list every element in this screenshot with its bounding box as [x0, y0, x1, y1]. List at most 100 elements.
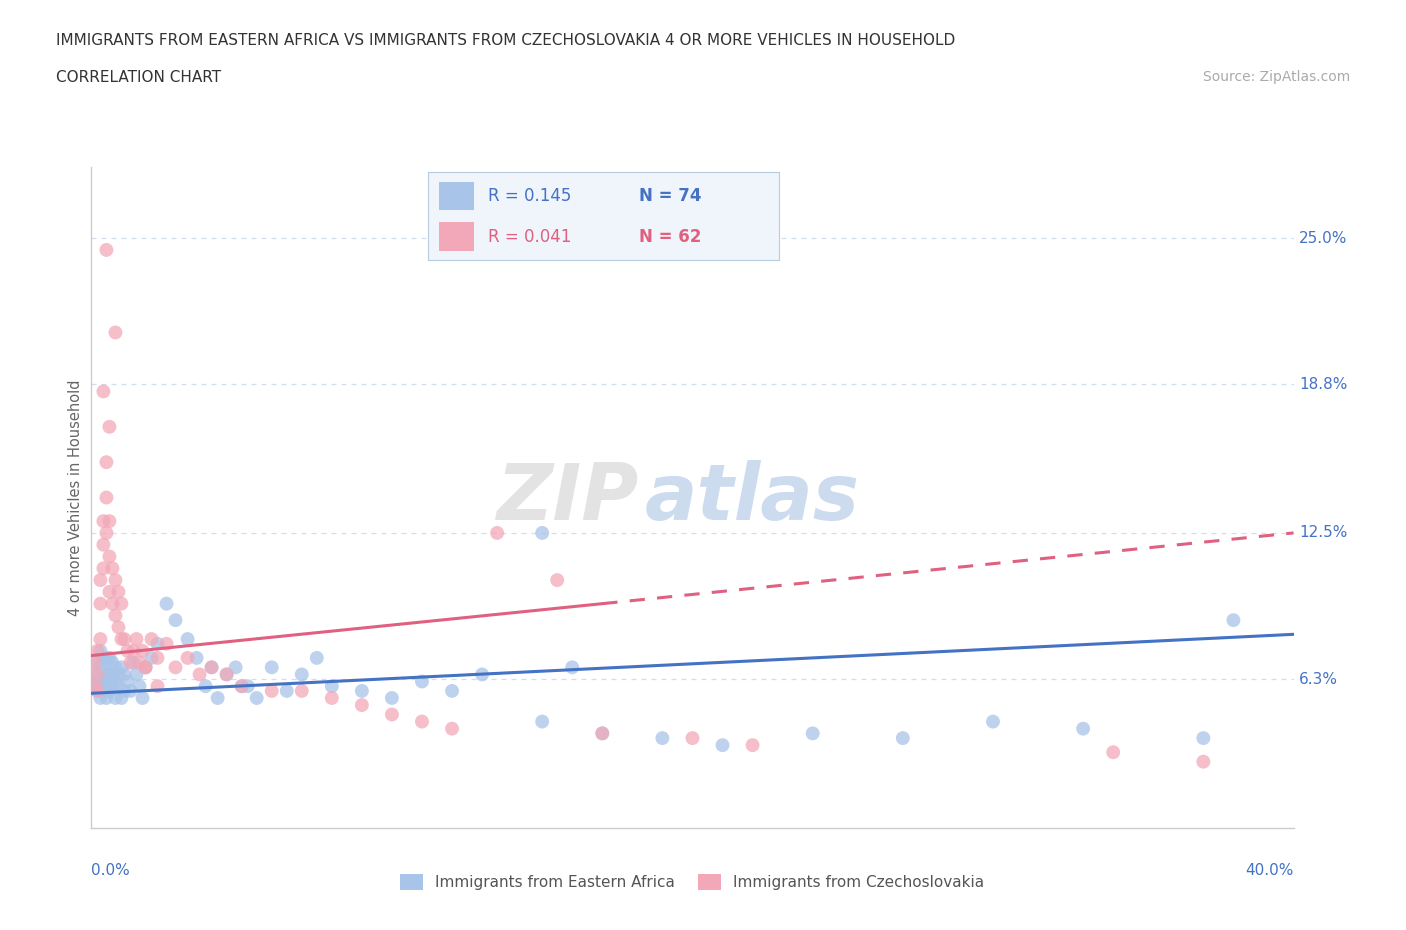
- Point: [89, 596, 111, 611]
- Point: [93, 671, 115, 686]
- Point: [801, 726, 824, 741]
- Point: [114, 631, 136, 646]
- Point: [176, 631, 198, 646]
- Point: [101, 561, 124, 576]
- Point: [120, 684, 142, 698]
- Point: [96, 679, 118, 694]
- Point: [260, 684, 283, 698]
- Point: [98, 584, 121, 599]
- Point: [291, 684, 314, 698]
- Point: [104, 326, 127, 340]
- Text: ZIP: ZIP: [496, 459, 638, 536]
- Point: [96, 490, 118, 505]
- Point: [531, 714, 554, 729]
- Point: [89, 660, 111, 675]
- Point: [350, 684, 373, 698]
- Point: [122, 656, 145, 671]
- Point: [104, 674, 127, 689]
- Text: atlas: atlas: [644, 459, 859, 536]
- Point: [531, 525, 554, 540]
- Point: [486, 525, 509, 540]
- Point: [98, 549, 121, 564]
- Point: [146, 679, 169, 694]
- Point: [83, 679, 105, 694]
- Point: [207, 691, 229, 706]
- Point: [146, 636, 169, 651]
- Text: IMMIGRANTS FROM EASTERN AFRICA VS IMMIGRANTS FROM CZECHOSLOVAKIA 4 OR MORE VEHIC: IMMIGRANTS FROM EASTERN AFRICA VS IMMIGR…: [56, 33, 956, 47]
- Point: [83, 656, 105, 671]
- Point: [110, 596, 132, 611]
- Y-axis label: 4 or more Vehicles in Household: 4 or more Vehicles in Household: [67, 379, 83, 616]
- Point: [201, 660, 224, 675]
- Point: [98, 419, 121, 434]
- Point: [104, 573, 127, 588]
- Point: [155, 596, 177, 611]
- Point: [201, 660, 224, 675]
- Point: [215, 667, 238, 682]
- Point: [1102, 745, 1125, 760]
- Point: [104, 608, 127, 623]
- Point: [651, 731, 673, 746]
- Point: [176, 650, 198, 665]
- Point: [188, 667, 211, 682]
- Text: Source: ZipAtlas.com: Source: ZipAtlas.com: [1202, 70, 1350, 84]
- Point: [411, 714, 433, 729]
- Text: R = 0.041: R = 0.041: [488, 228, 571, 246]
- Point: [93, 656, 115, 671]
- Point: [101, 596, 124, 611]
- Point: [117, 674, 139, 689]
- Point: [350, 698, 373, 712]
- Point: [1192, 731, 1215, 746]
- Point: [165, 660, 187, 675]
- Text: R = 0.145: R = 0.145: [488, 187, 571, 205]
- Point: [141, 650, 163, 665]
- Point: [86, 674, 108, 689]
- Point: [131, 644, 153, 658]
- Point: [86, 644, 108, 658]
- Point: [381, 691, 404, 706]
- Point: [981, 714, 1004, 729]
- Point: [471, 667, 494, 682]
- Point: [1222, 613, 1244, 628]
- Point: [155, 636, 177, 651]
- Point: [141, 631, 163, 646]
- Point: [231, 679, 253, 694]
- Text: 6.3%: 6.3%: [1299, 671, 1339, 686]
- Point: [104, 691, 127, 706]
- Point: [561, 660, 583, 675]
- Point: [122, 644, 145, 658]
- Point: [107, 584, 129, 599]
- Point: [110, 691, 132, 706]
- Point: [411, 674, 433, 689]
- Text: 18.8%: 18.8%: [1299, 377, 1347, 392]
- Point: [89, 679, 111, 694]
- Point: [440, 684, 463, 698]
- Point: [96, 650, 118, 665]
- Point: [93, 684, 115, 698]
- Point: [236, 679, 259, 694]
- Point: [260, 660, 283, 675]
- Point: [104, 660, 127, 675]
- Point: [305, 650, 328, 665]
- Text: N = 62: N = 62: [638, 228, 702, 246]
- Point: [96, 243, 118, 258]
- Point: [107, 667, 129, 682]
- Point: [101, 656, 124, 671]
- Point: [101, 679, 124, 694]
- Point: [440, 722, 463, 737]
- Point: [128, 679, 150, 694]
- Point: [96, 525, 118, 540]
- Point: [194, 679, 217, 694]
- Point: [107, 619, 129, 634]
- Point: [89, 644, 111, 658]
- Point: [98, 650, 121, 665]
- Text: 0.0%: 0.0%: [91, 863, 131, 878]
- Point: [321, 691, 343, 706]
- Point: [246, 691, 269, 706]
- Point: [89, 691, 111, 706]
- Point: [134, 660, 156, 675]
- Point: [125, 631, 148, 646]
- Point: [93, 513, 115, 528]
- Point: [711, 737, 734, 752]
- Point: [591, 726, 613, 741]
